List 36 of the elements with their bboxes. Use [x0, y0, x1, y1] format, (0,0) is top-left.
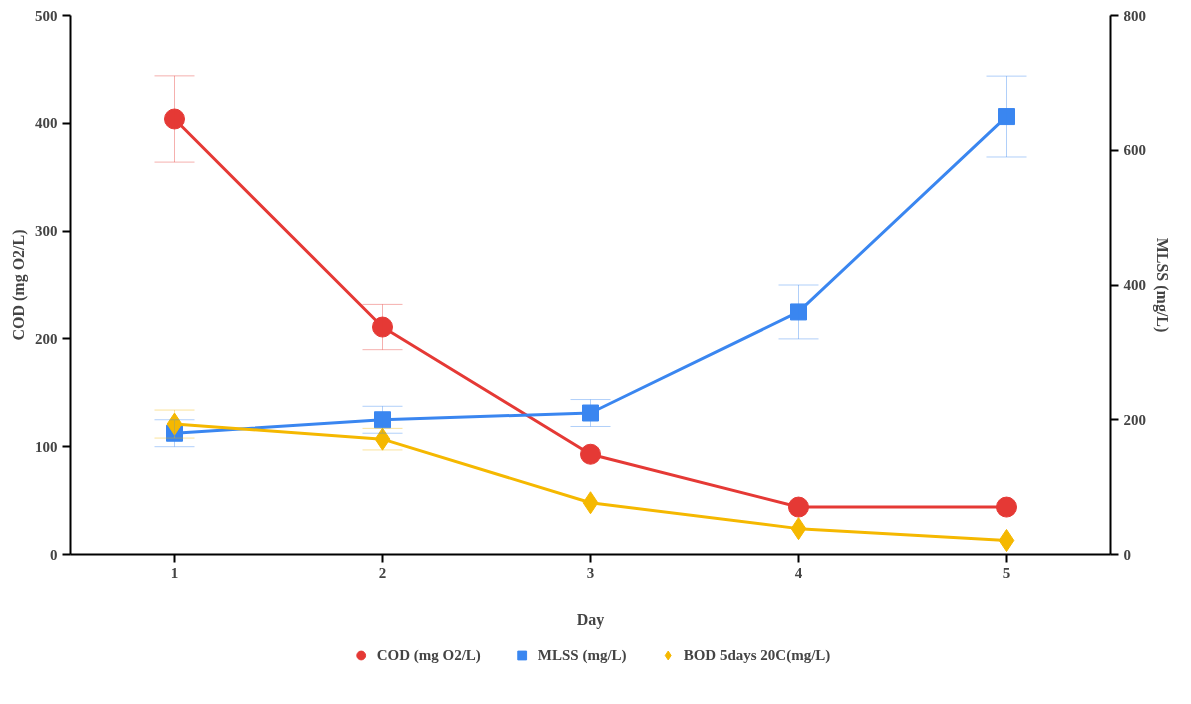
point [790, 303, 807, 321]
point [164, 108, 185, 130]
y-tick-label: 500 [35, 7, 58, 24]
point [580, 443, 601, 465]
x-tick-label: 5 [1002, 564, 1011, 581]
point [374, 411, 391, 429]
point [788, 496, 809, 518]
point [790, 517, 807, 541]
y-tick-label: 400 [35, 115, 58, 132]
y2-tick-label: 400 [1123, 277, 1146, 293]
x-axis-title: Day [576, 610, 605, 629]
y2-tick-label: 800 [1123, 7, 1146, 24]
y2-tick-label: 0 [1123, 546, 1131, 563]
y2-tick-label: 600 [1123, 142, 1146, 159]
point [374, 427, 391, 451]
x-tick-label: 4 [794, 564, 803, 581]
point [998, 528, 1015, 552]
point [998, 108, 1015, 126]
x-tick-label: 1 [170, 564, 179, 581]
y-tick-label: 300 [35, 223, 58, 240]
y-tick-label: 100 [35, 438, 58, 455]
y-tick-label: 200 [35, 330, 58, 347]
x-tick-label: 2 [378, 564, 387, 581]
y2-tick-label: 200 [1123, 411, 1146, 428]
point [996, 496, 1017, 518]
point [582, 491, 599, 515]
legend-label: BOD 5days 20C(mg/L) [683, 646, 831, 664]
point [166, 412, 183, 436]
legend-label: MLSS (mg/L) [537, 646, 627, 664]
x-tick-label: 3 [586, 564, 595, 581]
legend-label: COD (mg O2/L) [376, 646, 481, 664]
y2-axis-title: MLSS (mg/L) [1153, 237, 1171, 333]
y-axis-title: COD (mg O2/L) [10, 229, 28, 341]
point [372, 316, 393, 338]
point [582, 404, 599, 422]
y-tick-label: 0 [50, 546, 58, 563]
